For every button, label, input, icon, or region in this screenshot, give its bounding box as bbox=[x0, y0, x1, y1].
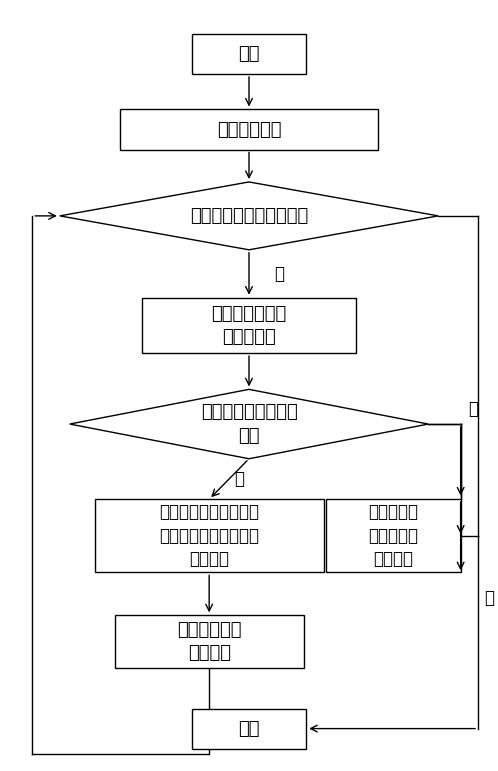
Text: 对该边界所
有边界信息
进行存储: 对该边界所 有边界信息 进行存储 bbox=[369, 503, 418, 568]
Bar bbox=[115, 615, 304, 668]
Bar bbox=[192, 34, 306, 74]
Text: 存储边界像素值
等相关信息: 存储边界像素值 等相关信息 bbox=[211, 305, 287, 346]
Text: 转换成相应的
相对位置: 转换成相应的 相对位置 bbox=[177, 621, 242, 662]
Bar bbox=[120, 109, 378, 150]
Text: 开始: 开始 bbox=[238, 45, 260, 63]
Bar bbox=[326, 500, 461, 572]
Polygon shape bbox=[70, 389, 428, 459]
Text: 在最后一次检索到的边
界点的周围八个点中搜
索边界点: 在最后一次检索到的边 界点的周围八个点中搜 索边界点 bbox=[159, 503, 259, 568]
Bar bbox=[192, 709, 306, 749]
Text: 否: 否 bbox=[234, 470, 244, 488]
Text: 判定背景颜色: 判定背景颜色 bbox=[217, 120, 281, 139]
Text: 结束: 结束 bbox=[238, 719, 260, 738]
Bar bbox=[95, 500, 324, 572]
Text: 判断是否扫描过全部边界: 判断是否扫描过全部边界 bbox=[190, 207, 308, 225]
Text: 是: 是 bbox=[468, 399, 478, 418]
Polygon shape bbox=[60, 182, 438, 250]
Text: 是: 是 bbox=[484, 588, 494, 607]
Text: 否: 否 bbox=[274, 264, 284, 283]
Bar bbox=[142, 298, 356, 353]
Text: 判断该边界是否已经
封闭: 判断该边界是否已经 封闭 bbox=[201, 403, 297, 445]
